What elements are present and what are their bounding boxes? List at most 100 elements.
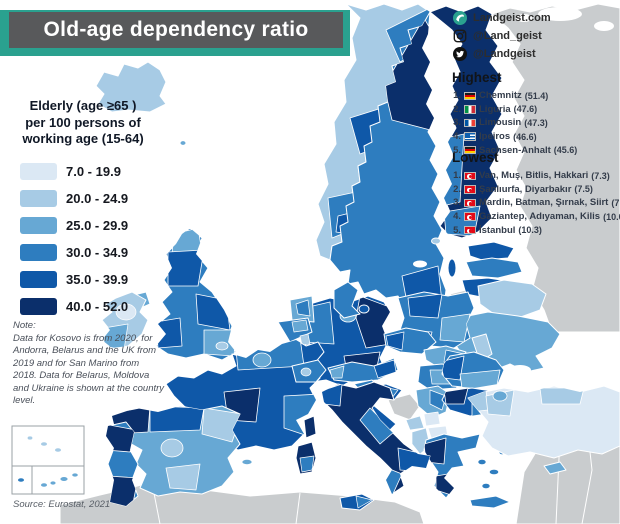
- region-estonia: [467, 241, 515, 261]
- legend-swatch: [20, 216, 57, 234]
- list-item: 5. İstanbul (10.3): [452, 223, 618, 237]
- region-switzerland-patch: [300, 367, 312, 377]
- region-value: (10.3): [518, 225, 542, 236]
- legend-swatch: [20, 189, 57, 207]
- instagram-icon: [453, 29, 467, 43]
- region-name: Liguria: [479, 103, 511, 115]
- legend-swatch: [20, 297, 57, 315]
- spain-patches: [112, 406, 240, 491]
- legend-row: 40.0 - 52.0: [4, 293, 162, 320]
- rank-number: 2.: [453, 183, 461, 195]
- page-title: Old-age dependency ratio: [43, 18, 309, 41]
- branding-twitter-label: @Landgeist: [473, 48, 536, 60]
- region-value: (45.6): [553, 145, 578, 156]
- branding-instagram-label: @Land_geist: [473, 30, 542, 42]
- rank-number: 2.: [453, 103, 461, 115]
- region-serbia-patch: [429, 389, 447, 411]
- region-value: (46.6): [513, 131, 537, 142]
- country-flag-icon: [464, 118, 476, 128]
- region-iceland: [95, 61, 167, 113]
- region-sicily-patch: [355, 495, 373, 509]
- region-denmark-isles: [358, 304, 370, 314]
- legend-swatch: [20, 270, 57, 288]
- rank-number: 5.: [453, 224, 461, 236]
- region-value: (47.6): [513, 104, 538, 115]
- branding-site-label: Landgeist.com: [473, 12, 551, 24]
- region-value: (10.0): [603, 211, 620, 222]
- branding-block: Landgeist.com @Land_geist @Landgeist: [453, 9, 551, 63]
- region-faroe: [179, 140, 187, 146]
- lowest-title: Lowest: [452, 150, 499, 165]
- legend-label: 35.0 - 39.9: [66, 271, 129, 287]
- country-flag-icon: [464, 91, 476, 101]
- legend-label: 20.0 - 24.9: [66, 190, 129, 206]
- legend-title: Elderly (age ≥65 ) per 100 persons of wo…: [22, 98, 144, 147]
- highest-panel: Highest 1. Chemnitz (51.4) 2. Liguria (47.6)…: [452, 70, 618, 157]
- balearics: [241, 459, 253, 465]
- legend-row: 25.0 - 29.9: [4, 212, 162, 239]
- rank-number: 3.: [453, 197, 461, 209]
- legend-row: 20.0 - 24.9: [4, 185, 162, 212]
- legend-label: 40.0 - 52.0: [66, 298, 129, 314]
- rank-number: 5.: [453, 144, 461, 156]
- legend-row: 7.0 - 19.9: [4, 158, 162, 185]
- legend-label: 25.0 - 29.9: [66, 217, 129, 233]
- region-corsica: [303, 415, 317, 439]
- country-flag-icon: [464, 185, 476, 194]
- legend-label: 30.0 - 34.9: [66, 244, 129, 260]
- region-name: Şanlıurfa, Diyarbakır: [479, 183, 572, 195]
- region-montenegro: [405, 415, 425, 431]
- region-name: İstanbul: [479, 224, 516, 236]
- region-name: Gaziantep, Adıyaman, Kilis: [479, 211, 601, 223]
- region-aland: [431, 237, 441, 245]
- region-name: Mardin, Batman, Şırnak, Siirt: [479, 197, 609, 209]
- country-flag-icon: [464, 198, 476, 208]
- region-luxembourg: [299, 333, 311, 346]
- region-crete: [469, 495, 511, 509]
- rank-number: 1.: [453, 90, 461, 102]
- list-item: 1. Van, Muş, Bitlis, Hakkari (7.3): [452, 169, 618, 183]
- lake-vanern: [413, 260, 427, 268]
- legend-row: 30.0 - 34.9: [4, 239, 162, 266]
- region-value: (7.3): [591, 170, 610, 181]
- ireland-patches: [103, 303, 137, 348]
- country-flag-icon: [464, 171, 476, 181]
- no-data-landmasses: [59, 3, 620, 524]
- branding-instagram: @Land_geist: [453, 27, 551, 45]
- rank-number: 1.: [453, 170, 461, 182]
- lowest-panel: Lowest 1. Van, Muş, Bitlis, Hakkari (7.3) …: [452, 150, 620, 237]
- region-kosovo: [423, 411, 441, 427]
- region-bosnia: [387, 393, 421, 421]
- country-flag-icon: [464, 145, 476, 155]
- branding-twitter: @Landgeist: [453, 45, 551, 63]
- list-item: 1. Chemnitz (51.4): [452, 89, 618, 103]
- list-item: 2. Şanlıurfa, Diyarbakır (7.5): [452, 183, 618, 197]
- legend-label: 7.0 - 19.9: [66, 163, 121, 179]
- list-item: 2. Liguria (47.6): [452, 103, 618, 117]
- highest-title: Highest: [452, 70, 502, 85]
- region-latvia: [465, 257, 523, 279]
- region-name: Van, Muş, Bitlis, Hakkari: [479, 170, 589, 182]
- country-flag-icon: [464, 225, 476, 235]
- region-austria-west: [329, 365, 345, 379]
- region-value: (47.3): [524, 117, 548, 128]
- country-flag-icon: [464, 105, 476, 114]
- rank-number: 4.: [453, 211, 461, 223]
- region-cyprus: [543, 461, 567, 475]
- region-austria-east: [373, 359, 397, 379]
- region-name: Limousin: [479, 117, 522, 129]
- portugal-patches: [106, 423, 138, 506]
- landgeist-globe-icon: [453, 11, 467, 25]
- note-text: Note: Data for Kosovo is from 2020, for …: [13, 320, 165, 407]
- choropleth-regions: [95, 3, 620, 511]
- island-inset-boxes: [11, 425, 85, 495]
- region-russia: [491, 3, 620, 333]
- twitter-icon: [453, 47, 467, 61]
- map-legend: Elderly (age ≥65 ) per 100 persons of wo…: [4, 98, 162, 320]
- legend-row: 35.0 - 39.9: [4, 266, 162, 293]
- legend-swatch: [20, 162, 57, 180]
- source-text: Source: Eurostat, 2021: [13, 499, 111, 510]
- list-item: 4. Gaziantep, Adıyaman, Kilis(10.0): [452, 210, 620, 224]
